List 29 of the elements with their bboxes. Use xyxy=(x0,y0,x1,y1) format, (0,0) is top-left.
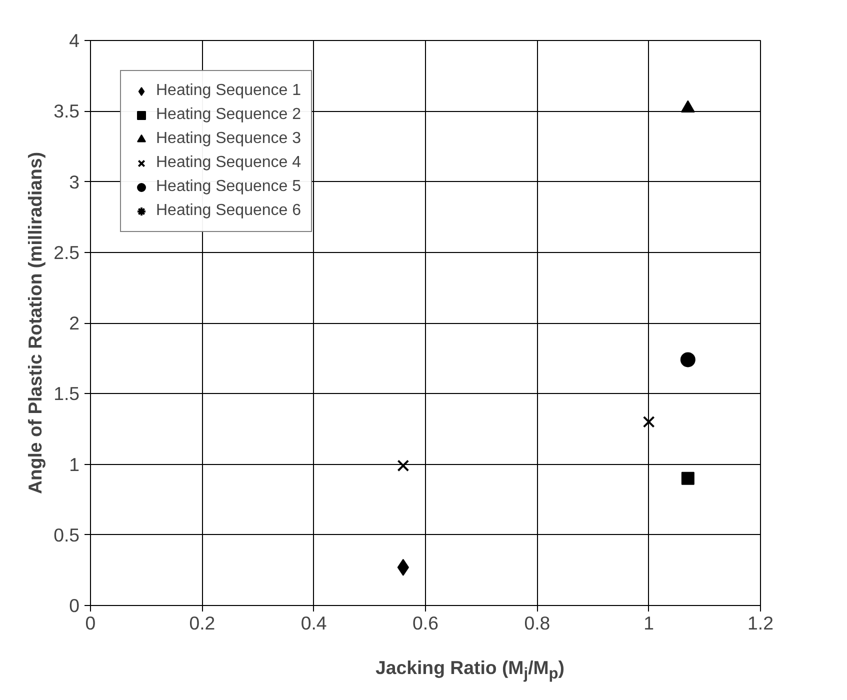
y-tick-label: 3 xyxy=(69,171,80,192)
x-tick-label: 0 xyxy=(85,612,96,634)
y-tick-label: 1.5 xyxy=(54,383,80,404)
point xyxy=(397,460,410,472)
y-tick-label: 0 xyxy=(69,595,80,616)
y-tick-label: 4 xyxy=(69,30,80,51)
x-tick-label: 0.4 xyxy=(300,612,327,634)
y-axis-title: Angle of Plastic Rotation (milliradians) xyxy=(24,152,46,494)
point xyxy=(642,416,655,428)
x-tick-label: 0.8 xyxy=(524,612,550,634)
legend-label: Heating Sequence 5 xyxy=(156,178,301,196)
x-axis-title: Jacking Ratio (M$_{j}$/M$_{p}$) xyxy=(375,656,565,685)
point xyxy=(680,100,695,113)
point xyxy=(681,472,694,485)
legend-label: Heating Sequence 4 xyxy=(156,154,301,172)
legend-label: Heating Sequence 3 xyxy=(156,130,301,148)
y-tick-label: 2.5 xyxy=(54,242,80,263)
legend-label: Heating Sequence 2 xyxy=(156,106,301,124)
y-tick-label: 3.5 xyxy=(54,100,80,122)
x-tick-label: 1 xyxy=(644,612,654,634)
y-tick-label: 2 xyxy=(69,312,80,334)
x-tick-label: 0.2 xyxy=(189,612,216,634)
x-tick-label: 0.6 xyxy=(412,612,438,634)
y-tick-label: 0.5 xyxy=(54,524,80,546)
legend-label: Heating Sequence 6 xyxy=(156,202,301,220)
y-tick-label: 1 xyxy=(69,454,80,475)
x-tick-label: 1.2 xyxy=(748,612,774,634)
point xyxy=(680,352,696,368)
legend-label: Heating Sequence 1 xyxy=(156,82,301,100)
